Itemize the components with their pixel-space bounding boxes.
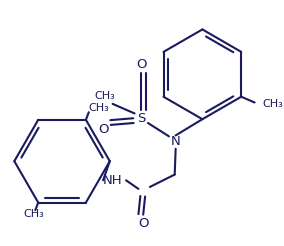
Text: O: O xyxy=(98,123,108,136)
Text: CH₃: CH₃ xyxy=(262,99,283,109)
Text: O: O xyxy=(136,58,147,71)
Text: NH: NH xyxy=(103,174,122,187)
Text: CH₃: CH₃ xyxy=(95,91,115,101)
Text: N: N xyxy=(171,135,181,148)
Text: CH₃: CH₃ xyxy=(23,209,44,219)
Text: O: O xyxy=(138,217,149,230)
Text: S: S xyxy=(137,112,145,125)
Text: CH₃: CH₃ xyxy=(89,103,110,113)
